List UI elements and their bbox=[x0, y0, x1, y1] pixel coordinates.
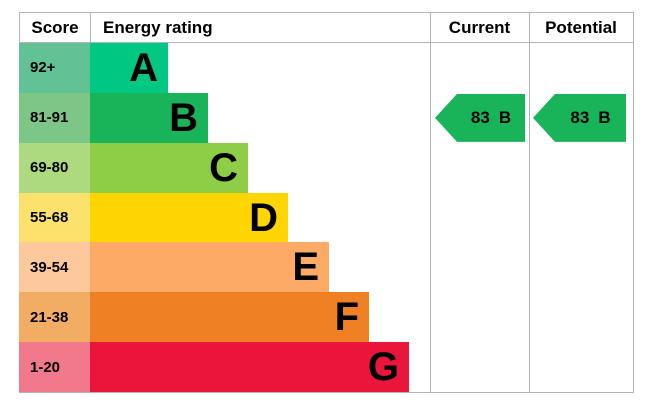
current-rating-arrow: 83 B bbox=[435, 93, 525, 142]
band-bar: D bbox=[90, 192, 288, 243]
band-row: 81-91 B bbox=[19, 92, 633, 143]
band-letter: C bbox=[209, 145, 238, 190]
band-letter: G bbox=[367, 345, 399, 390]
current-rating-band-letter: B bbox=[498, 107, 512, 127]
band-bar: A bbox=[90, 43, 168, 93]
band-letter: F bbox=[334, 295, 359, 340]
band-bar: C bbox=[90, 142, 248, 193]
band-letter: D bbox=[249, 195, 278, 240]
band-score-cell: 81-91 bbox=[19, 92, 90, 143]
header-energy-rating-label: Energy rating bbox=[103, 17, 213, 37]
band-letter: B bbox=[169, 95, 198, 140]
band-letter: E bbox=[292, 245, 319, 290]
band-bar: G bbox=[90, 342, 409, 393]
header-potential-label: Potential bbox=[545, 17, 617, 37]
band-score-cell: 55-68 bbox=[19, 192, 90, 243]
band-bar: F bbox=[90, 292, 369, 343]
band-letter: A bbox=[129, 45, 158, 90]
band-score-cell: 39-54 bbox=[19, 242, 90, 293]
potential-rating-value: 83 bbox=[570, 107, 590, 127]
band-row: 92+ A bbox=[19, 43, 633, 93]
band-score-cell: 1-20 bbox=[19, 342, 90, 393]
potential-column-divider bbox=[529, 13, 530, 392]
potential-rating-arrow: 83 B bbox=[533, 93, 626, 142]
band-row: 55-68 D bbox=[19, 192, 633, 243]
band-row: 39-54 E bbox=[19, 242, 633, 293]
potential-rating-band-letter: B bbox=[598, 107, 611, 127]
header-score-label: Score bbox=[20, 13, 91, 42]
band-bar: B bbox=[90, 92, 208, 143]
band-row: 21-38 F bbox=[19, 292, 633, 343]
band-score-cell: 21-38 bbox=[19, 292, 90, 343]
band-score-cell: 92+ bbox=[19, 43, 90, 93]
band-bar: E bbox=[90, 242, 329, 293]
band-score-cell: 69-80 bbox=[19, 142, 90, 193]
epc-table: Score Energy rating Current Potential 92… bbox=[19, 12, 634, 393]
header-current-label: Current bbox=[448, 17, 511, 37]
table-header: Score Energy rating Current Potential bbox=[19, 13, 633, 43]
band-rows: 92+ A 81-91 B 69-80 C 55-68 D 39-54 E 21… bbox=[19, 43, 633, 393]
band-row: 1-20 G bbox=[19, 342, 633, 393]
current-column-divider bbox=[430, 13, 431, 392]
current-rating-value: 83 bbox=[470, 107, 490, 127]
band-row: 69-80 C bbox=[19, 142, 633, 193]
